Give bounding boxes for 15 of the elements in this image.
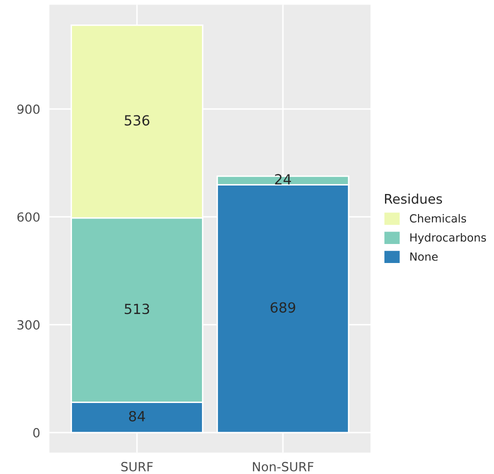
y-tick-label: 300 (17, 320, 40, 330)
data-label: 513 (124, 304, 150, 314)
y-tick-label: 900 (17, 104, 40, 114)
legend-title: Residues (385, 194, 442, 204)
data-label: 536 (124, 115, 150, 126)
y-tick-label: 0 (33, 428, 40, 438)
data-label: 689 (270, 302, 296, 313)
x-tick-label: Non-SURF (252, 462, 314, 472)
y-tick-label: 600 (17, 212, 40, 222)
legend-label: None (410, 252, 438, 261)
legend-label: Hydrocarbons (410, 233, 486, 244)
data-label: 84 (129, 410, 146, 422)
data-label: 24 (275, 174, 291, 184)
x-tick-label: SURF (121, 462, 153, 472)
legend-label: Chemicals (410, 214, 466, 223)
